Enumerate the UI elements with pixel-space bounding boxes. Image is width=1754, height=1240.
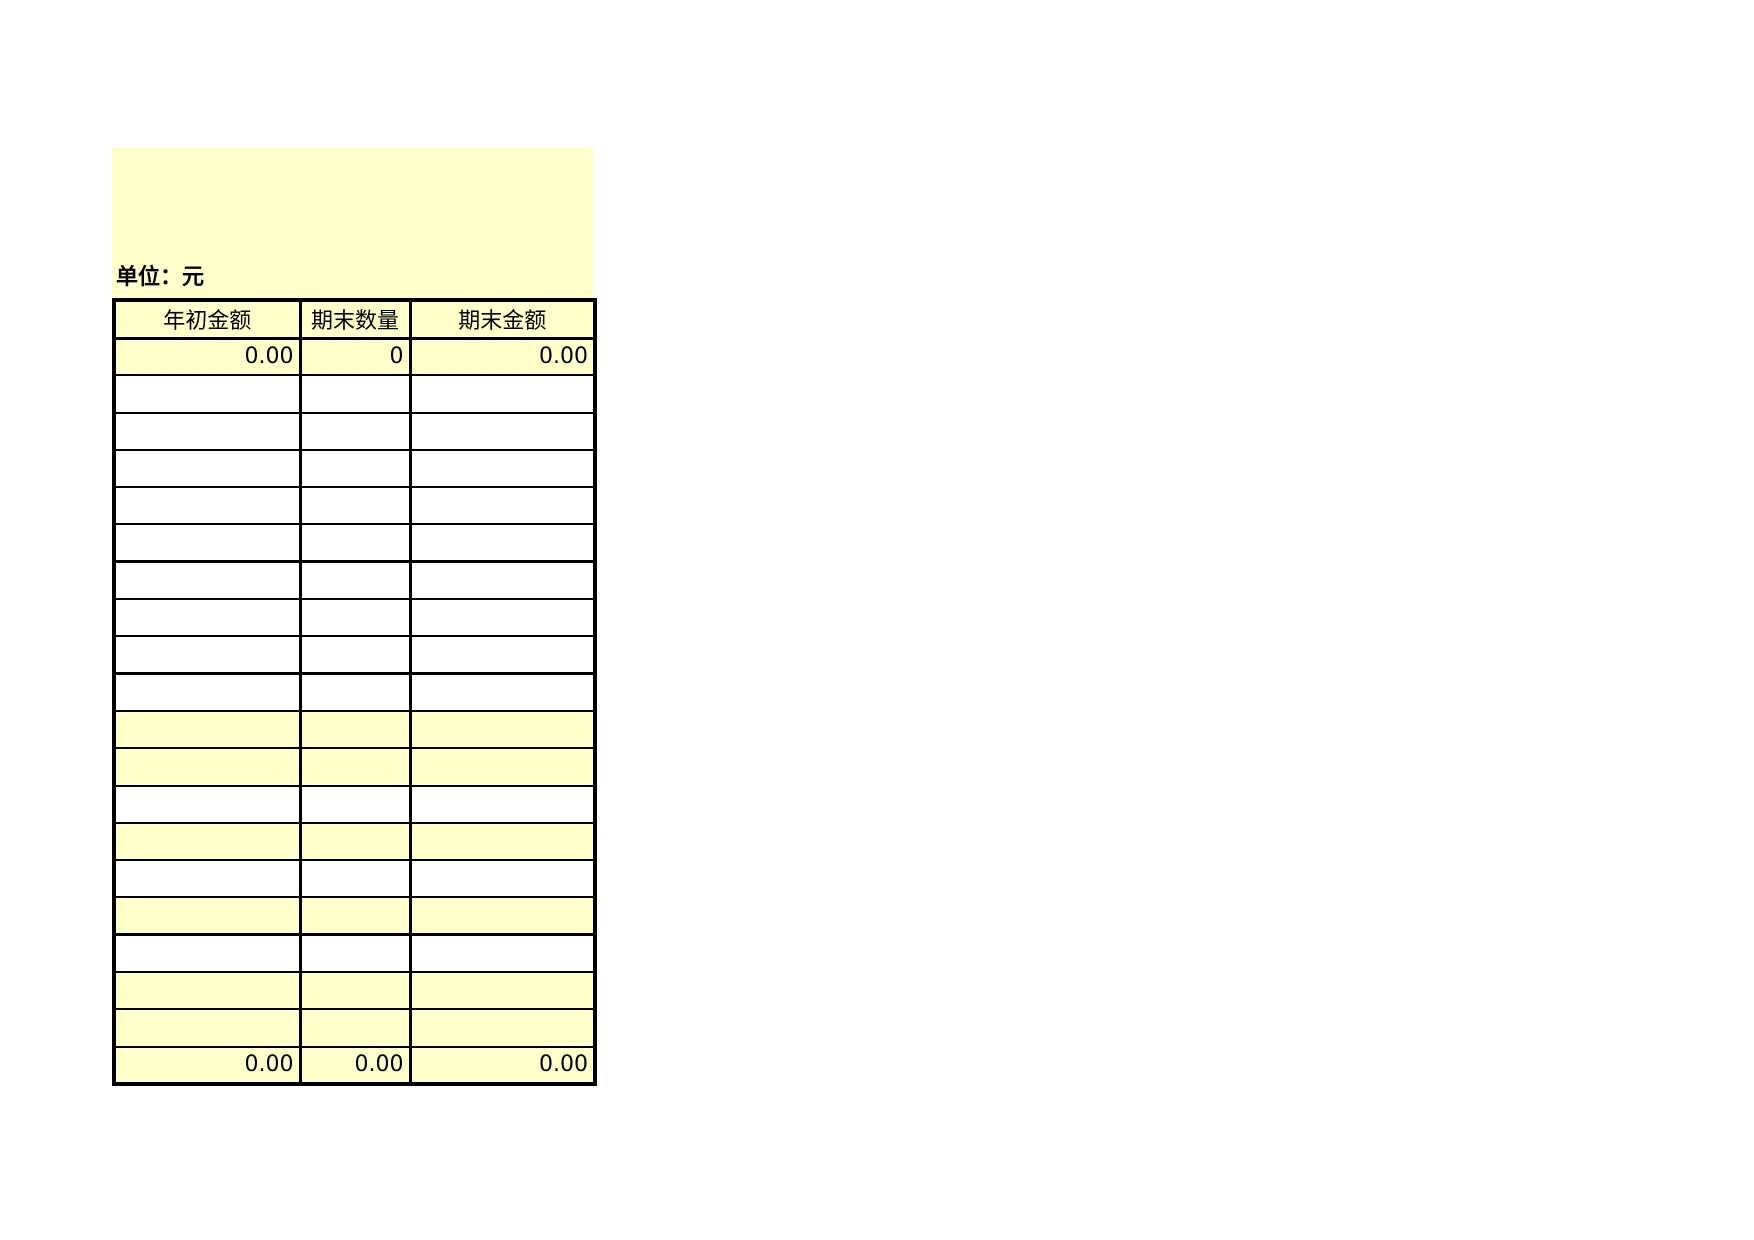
cell[interactable] xyxy=(298,411,411,451)
table-row: 0.00 0.00 0.00 xyxy=(113,1045,596,1085)
cell[interactable] xyxy=(113,560,301,601)
table-row xyxy=(113,859,596,899)
column-header-ending-amount[interactable]: 期末金额 xyxy=(408,299,596,340)
table-row xyxy=(113,709,596,750)
cell[interactable] xyxy=(298,747,411,787)
cell[interactable] xyxy=(113,821,301,862)
cell[interactable] xyxy=(408,635,596,676)
cell[interactable] xyxy=(113,896,301,937)
cell[interactable] xyxy=(298,560,411,601)
cell[interactable]: 0.00 xyxy=(298,1045,411,1085)
cell[interactable] xyxy=(408,933,596,974)
cell[interactable] xyxy=(113,747,301,787)
table-row xyxy=(113,560,596,601)
table-header: 年初金额 期末数量 期末金额 xyxy=(113,299,596,340)
cell[interactable] xyxy=(298,859,411,899)
table-row xyxy=(113,784,596,824)
cell[interactable] xyxy=(408,411,596,451)
cell[interactable] xyxy=(113,448,301,489)
cell[interactable] xyxy=(408,374,596,414)
table-row xyxy=(113,374,596,414)
table-body: 0.00 0 0.00 0.00 0.00 0.00 xyxy=(113,336,596,1085)
cell[interactable] xyxy=(113,859,301,899)
cell[interactable] xyxy=(408,821,596,862)
cell[interactable] xyxy=(113,523,301,564)
cell[interactable] xyxy=(408,560,596,601)
table-row xyxy=(113,411,596,451)
cell[interactable] xyxy=(298,486,411,526)
table-row xyxy=(113,523,596,564)
cell[interactable] xyxy=(298,598,411,638)
cell[interactable] xyxy=(298,896,411,937)
cell[interactable] xyxy=(298,1008,411,1048)
column-header-beginning-amount[interactable]: 年初金额 xyxy=(113,299,301,340)
cell[interactable] xyxy=(113,374,301,414)
table-row xyxy=(113,821,596,862)
cell[interactable] xyxy=(113,1008,301,1048)
cell[interactable] xyxy=(298,635,411,676)
cell[interactable]: 0.00 xyxy=(408,336,596,377)
cell[interactable] xyxy=(408,448,596,489)
cell[interactable] xyxy=(408,598,596,638)
cell[interactable] xyxy=(408,523,596,564)
table-row xyxy=(113,672,596,712)
unit-label: 单位：元 xyxy=(116,265,205,290)
table-row: 0.00 0 0.00 xyxy=(113,336,596,377)
cell[interactable]: 0.00 xyxy=(113,336,301,377)
cell[interactable] xyxy=(113,672,301,712)
table-row xyxy=(113,896,596,937)
table-row xyxy=(113,933,596,974)
cell[interactable] xyxy=(298,709,411,750)
header-banner: 单位：元 xyxy=(112,147,593,298)
cell[interactable]: 0 xyxy=(298,336,411,377)
cell[interactable] xyxy=(298,523,411,564)
cell[interactable] xyxy=(113,933,301,974)
cell[interactable]: 0.00 xyxy=(408,1045,596,1085)
cell[interactable] xyxy=(113,598,301,638)
column-header-ending-quantity[interactable]: 期末数量 xyxy=(298,299,411,340)
cell[interactable] xyxy=(113,486,301,526)
data-table: 年初金额 期末数量 期末金额 0.00 0 0.00 0.00 0.00 0.00 xyxy=(112,298,597,1086)
cell[interactable] xyxy=(408,859,596,899)
cell[interactable] xyxy=(113,784,301,824)
cell[interactable] xyxy=(298,933,411,974)
cell[interactable] xyxy=(113,411,301,451)
cell[interactable] xyxy=(298,971,411,1011)
cell[interactable] xyxy=(408,672,596,712)
cell[interactable] xyxy=(113,709,301,750)
table-row xyxy=(113,486,596,526)
cell[interactable] xyxy=(298,672,411,712)
cell[interactable] xyxy=(113,635,301,676)
cell[interactable] xyxy=(408,1008,596,1048)
table-row xyxy=(113,448,596,489)
cell[interactable] xyxy=(408,486,596,526)
cell[interactable] xyxy=(298,374,411,414)
cell[interactable] xyxy=(408,784,596,824)
table-row xyxy=(113,598,596,638)
cell[interactable] xyxy=(113,971,301,1011)
cell[interactable] xyxy=(408,971,596,1011)
cell[interactable] xyxy=(298,448,411,489)
table-row xyxy=(113,1008,596,1048)
cell[interactable] xyxy=(408,747,596,787)
table-row xyxy=(113,971,596,1011)
cell[interactable] xyxy=(298,784,411,824)
cell[interactable] xyxy=(408,709,596,750)
header-row: 年初金额 期末数量 期末金额 xyxy=(113,299,596,340)
cell[interactable]: 0.00 xyxy=(113,1045,301,1085)
table-row xyxy=(113,635,596,676)
table-row xyxy=(113,747,596,787)
cell[interactable] xyxy=(408,896,596,937)
cell[interactable] xyxy=(298,821,411,862)
